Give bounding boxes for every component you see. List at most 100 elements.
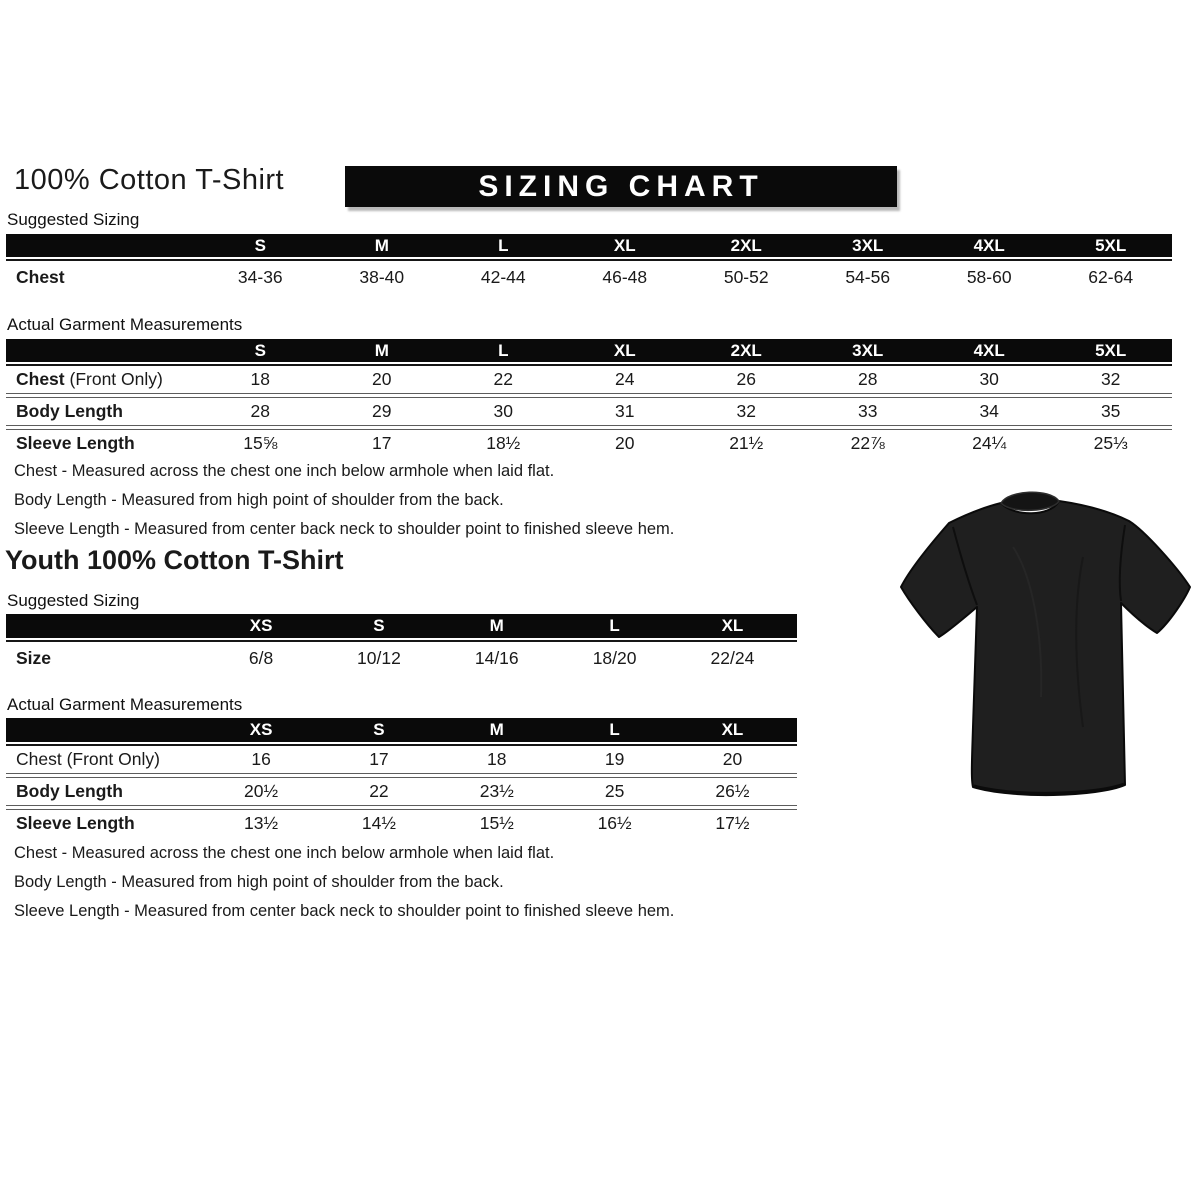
tshirt-hem <box>973 782 1125 795</box>
note-sleeve-length: Sleeve Length - Measured from center bac… <box>14 902 675 920</box>
column-header: L <box>498 340 509 360</box>
column-header: S <box>373 616 385 635</box>
table-cell: 20 <box>372 369 392 389</box>
column-header: 2XL <box>730 340 762 360</box>
table-cell: 38-40 <box>359 267 405 287</box>
tshirt-collar <box>1000 491 1060 512</box>
table-cell: 29 <box>372 401 392 421</box>
table-cell: 46-48 <box>602 267 648 287</box>
table-cell: 17 <box>369 749 389 769</box>
table-cell: 24¼ <box>972 433 1007 453</box>
tshirt-left-seam <box>952 526 978 606</box>
table-cell: 20 <box>722 749 743 769</box>
table-cell: 26 <box>736 369 756 389</box>
table-cell: 35 <box>1100 401 1121 421</box>
tshirt-right-seam <box>1118 524 1126 602</box>
table-row: Chest (Front Only) 18 20 22 24 26 28 30 … <box>6 366 1172 393</box>
table-cell: 58-60 <box>966 267 1012 287</box>
table-cell: 28 <box>857 369 878 389</box>
column-header: 2XL <box>730 235 762 255</box>
note-chest: Chest - Measured across the chest one in… <box>14 462 555 480</box>
table-row: Body Length 28 29 30 31 32 33 34 35 <box>6 398 1172 425</box>
table-cell: 30 <box>979 369 999 389</box>
page-title: 100% Cotton T-Shirt <box>14 164 285 196</box>
column-header: XL <box>721 616 744 635</box>
column-header: L <box>609 616 620 635</box>
column-header: XS <box>249 720 273 739</box>
table-cell: 22 <box>493 369 513 389</box>
table-cell: 10/12 <box>357 648 401 668</box>
column-header: 3XL <box>852 340 884 360</box>
table-header-row: XS S M L XL <box>6 614 797 638</box>
header-underline <box>6 744 797 746</box>
column-header: 5XL <box>1095 235 1127 255</box>
adult-suggested-sizing-table: S M L XL 2XL 3XL 4XL 5XL Chest 34-36 38-… <box>6 234 1172 294</box>
table-cell: 18½ <box>486 433 521 453</box>
table-cell: 24 <box>615 369 635 389</box>
tshirt-image <box>900 491 1191 797</box>
youth-section-title: Youth 100% Cotton T-Shirt <box>5 545 344 575</box>
table-cell: 17½ <box>715 813 750 833</box>
row-separator <box>6 425 1172 430</box>
table-cell: 14½ <box>361 813 396 833</box>
table-cell: 28 <box>250 401 271 421</box>
row-separator <box>6 773 797 778</box>
table-row: Sleeve Length 13½ 14½ 15½ 16½ 17½ <box>6 810 797 837</box>
tshirt-body <box>900 500 1191 797</box>
column-header: M <box>374 340 389 360</box>
youth-measurement-notes: Chest - Measured across the chest one in… <box>14 839 674 926</box>
table-cell: 17 <box>372 433 392 453</box>
row-label: Sleeve Length <box>16 813 135 833</box>
table-row: Body Length 20½ 22 23½ 25 26½ <box>6 778 797 805</box>
adult-suggested-sizing-label: Suggested Sizing <box>7 210 140 229</box>
table-cell: 31 <box>615 401 635 421</box>
column-header: XS <box>249 616 273 635</box>
table-cell: 30 <box>493 401 513 421</box>
column-header: XL <box>721 720 744 739</box>
tshirt-wrinkle <box>1075 556 1084 728</box>
table-cell: 25⅓ <box>1093 433 1128 453</box>
table-header-row: S M L XL 2XL 3XL 4XL 5XL <box>6 234 1172 257</box>
column-header: 5XL <box>1095 340 1127 360</box>
table-cell: 14/16 <box>474 648 519 668</box>
table-row: Size 6/8 10/12 14/16 18/20 22/24 <box>6 642 797 675</box>
row-label: Sleeve Length <box>16 433 135 453</box>
adult-actual-measurements-table: S M L XL 2XL 3XL 4XL 5XL Chest (Front On… <box>6 339 1172 457</box>
header-underline <box>6 640 797 642</box>
table-cell: 19 <box>604 749 625 769</box>
table-cell: 42-44 <box>480 267 526 287</box>
table-cell: 13½ <box>244 813 279 833</box>
table-cell: 33 <box>857 401 878 421</box>
column-header: 4XL <box>973 235 1005 255</box>
column-header: 4XL <box>973 340 1005 360</box>
tshirt-wrinkle <box>1012 546 1043 698</box>
adult-measurement-notes: Chest - Measured across the chest one in… <box>14 457 674 544</box>
youth-suggested-sizing-table: XS S M L XL Size 6/8 10/12 14/16 18/20 2… <box>6 614 797 675</box>
table-cell: 18 <box>487 749 507 769</box>
table-cell: 23½ <box>479 781 514 801</box>
column-header: S <box>254 235 266 255</box>
table-cell: 16 <box>251 749 271 769</box>
youth-actual-measurements-label: Actual Garment Measurements <box>7 695 243 714</box>
column-header: L <box>498 235 509 255</box>
row-label: Chest <box>16 267 65 287</box>
column-header: 3XL <box>852 235 884 255</box>
table-cell: 26½ <box>715 781 750 801</box>
table-cell: 6/8 <box>248 648 274 668</box>
row-label: Body Length <box>16 781 123 801</box>
table-cell: 15⅝ <box>243 433 278 453</box>
table-cell: 20½ <box>244 781 279 801</box>
table-cell: 32 <box>1100 369 1121 389</box>
table-cell: 16½ <box>597 813 632 833</box>
sizing-chart-banner: SIZING CHART <box>345 166 897 207</box>
note-body-length: Body Length - Measured from high point o… <box>14 491 504 509</box>
table-cell: 32 <box>736 401 756 421</box>
table-cell: 34-36 <box>237 267 283 287</box>
table-cell: 22/24 <box>710 648 755 668</box>
note-body-length: Body Length - Measured from high point o… <box>14 873 504 891</box>
table-cell: 22⅞ <box>850 433 885 453</box>
note-sleeve-length: Sleeve Length - Measured from center bac… <box>14 520 675 538</box>
table-cell: 21½ <box>729 433 764 453</box>
youth-actual-measurements-table: XS S M L XL Chest (Front Only) 16 17 18 … <box>6 718 797 837</box>
row-label: Size <box>16 648 52 668</box>
